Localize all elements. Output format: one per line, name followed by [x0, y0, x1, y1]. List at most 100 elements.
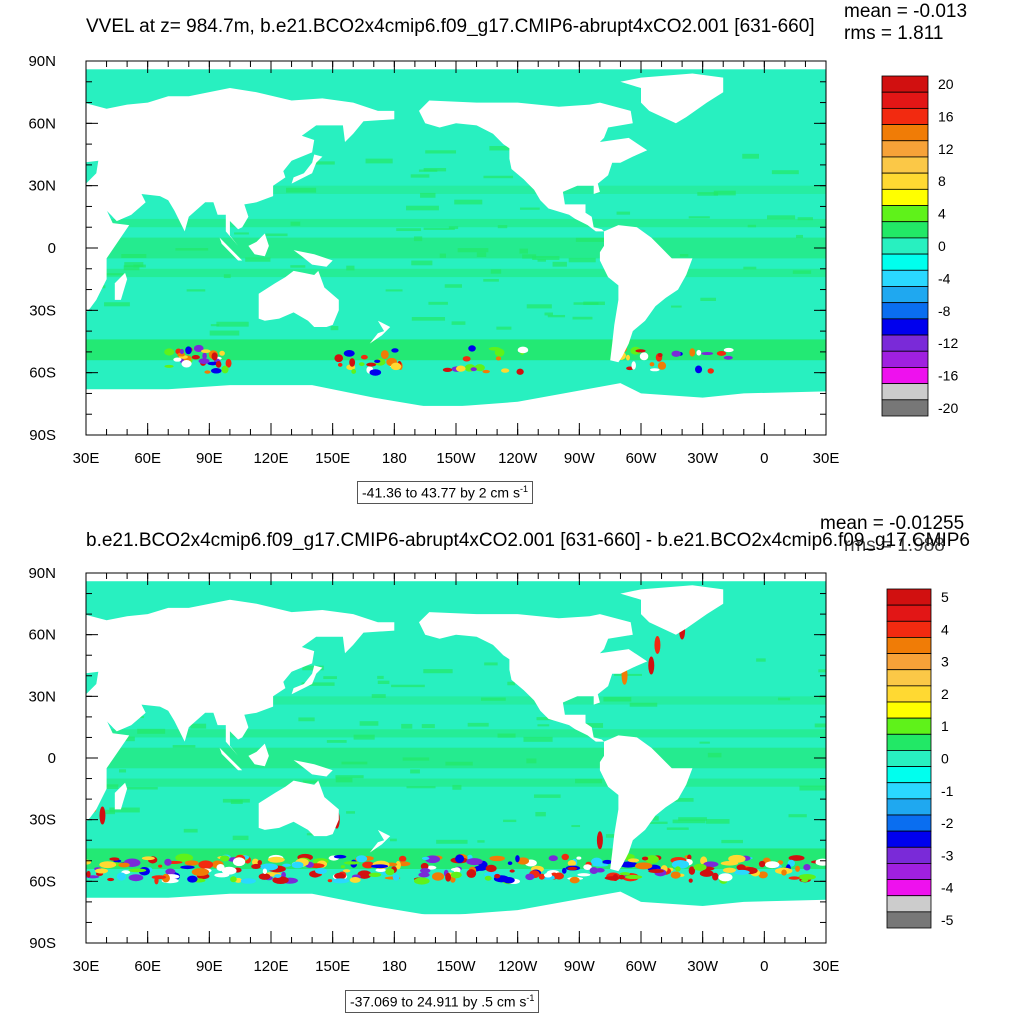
- colorbar-box: [886, 717, 932, 735]
- eddy: [569, 876, 580, 884]
- land-nz: [369, 829, 391, 853]
- eddy: [219, 350, 225, 356]
- eddy: [99, 861, 117, 869]
- eddy: [648, 869, 664, 874]
- streak: [707, 752, 722, 758]
- colorbar-box: [881, 188, 929, 206]
- colorbar-box: [881, 334, 929, 352]
- eddy: [470, 367, 477, 372]
- y-tick-label: 60S: [29, 873, 56, 890]
- band-4: [86, 185, 826, 194]
- colorbar-label: -4: [938, 270, 951, 286]
- colorbar-label: -1: [941, 783, 954, 799]
- colorbar-label: -20: [938, 400, 958, 416]
- land-australia: [258, 270, 339, 327]
- eddy: [95, 868, 109, 874]
- colorbar-box: [881, 124, 929, 142]
- eddy: [371, 864, 389, 869]
- bottom-panel: b.e21.BCO2x4cmip6.f09_g17.CMIP6-abrupt4x…: [0, 512, 1024, 1024]
- streak: [411, 317, 446, 321]
- streak: [445, 761, 473, 766]
- colorbar-box: [886, 879, 932, 897]
- colorbar-box: [886, 588, 932, 606]
- rms-label: rms = 1.811: [844, 23, 944, 44]
- eddy: [795, 865, 800, 872]
- band-1: [86, 237, 826, 259]
- eddy: [258, 873, 271, 880]
- eddy: [207, 361, 219, 366]
- land-s_america: [599, 735, 693, 872]
- eddy: [425, 855, 441, 864]
- land-greenland: [620, 585, 724, 635]
- streak: [796, 234, 804, 239]
- streak: [265, 233, 288, 237]
- eddy: [516, 368, 524, 375]
- streak: [671, 305, 682, 308]
- colorbar-box: [881, 318, 929, 336]
- streak: [452, 784, 462, 790]
- streak: [119, 769, 127, 773]
- eddy: [626, 366, 634, 371]
- eddy: [612, 873, 619, 882]
- streak: [104, 302, 130, 307]
- streak: [519, 248, 528, 254]
- colorbar-box: [886, 766, 932, 784]
- eddy: [431, 872, 445, 881]
- x-tick-label: 180: [382, 450, 407, 467]
- colorbar-label: 16: [938, 108, 954, 124]
- streak: [756, 658, 766, 662]
- x-tick-label: 90W: [564, 958, 596, 975]
- eddy: [758, 860, 766, 868]
- land-eurasia: [86, 88, 395, 246]
- band-2: [86, 268, 826, 278]
- eddy: [418, 872, 430, 878]
- colorbar-box: [886, 895, 932, 913]
- streak: [766, 215, 796, 220]
- streak: [389, 838, 397, 842]
- streak: [290, 221, 301, 226]
- streak: [688, 216, 710, 219]
- eddy: [368, 872, 382, 878]
- eddy: [688, 878, 693, 883]
- eddy: [619, 861, 638, 868]
- streak: [425, 150, 457, 154]
- range-text: -37.069 to 24.911 by .5 cm s: [350, 993, 527, 1010]
- eddy: [645, 855, 659, 864]
- eddy: [191, 868, 210, 877]
- colorbar-box: [886, 637, 932, 654]
- eddy: [343, 861, 360, 865]
- eddy: [577, 873, 591, 877]
- colorbar-box: [881, 107, 929, 125]
- streak: [209, 330, 240, 336]
- colorbar-label: -12: [938, 335, 958, 351]
- streak: [497, 225, 508, 229]
- eddy: [718, 873, 733, 882]
- contour-range-label: -37.069 to 24.911 by .5 cm s-1: [345, 990, 540, 1013]
- eddy: [494, 348, 505, 357]
- eddy: [484, 875, 492, 881]
- eddy: [450, 871, 462, 879]
- eddy: [507, 861, 513, 866]
- y-tick-label: 30N: [28, 688, 56, 705]
- boundary-anomaly: [596, 831, 603, 850]
- eddy: [225, 358, 232, 368]
- eddy: [251, 858, 259, 866]
- eddy: [671, 350, 681, 357]
- streak: [124, 262, 144, 268]
- eddy: [525, 873, 535, 881]
- streak: [439, 253, 446, 258]
- x-tick-label: 90E: [196, 958, 223, 975]
- eddy: [413, 877, 430, 885]
- eddy: [649, 368, 660, 372]
- eddy: [788, 876, 800, 880]
- x-tick-label: 30E: [73, 958, 100, 975]
- mean-label: mean = -0.01255: [820, 513, 965, 534]
- eddy: [366, 362, 377, 367]
- colorbar-box: [881, 399, 929, 417]
- eddy: [466, 858, 483, 866]
- streak: [534, 794, 561, 798]
- colorbar-label: 0: [938, 238, 946, 254]
- eddy: [442, 367, 453, 372]
- land-n_america: [419, 612, 648, 742]
- eddy: [211, 352, 218, 361]
